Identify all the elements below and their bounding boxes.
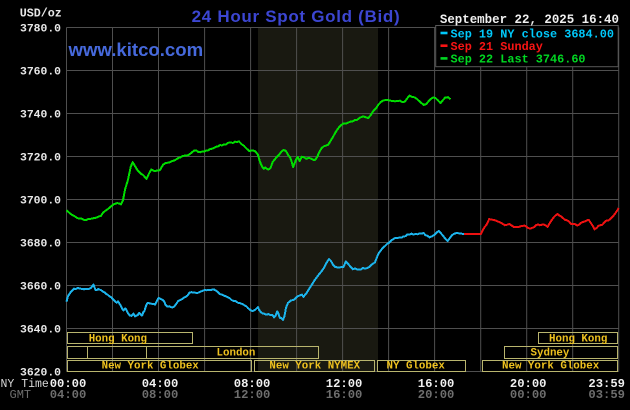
svg-text:Sydney: Sydney bbox=[531, 347, 570, 359]
svg-text:04:00: 04:00 bbox=[50, 388, 87, 402]
svg-text:New York NYMEX: New York NYMEX bbox=[269, 361, 360, 373]
svg-text:3760.0: 3760.0 bbox=[20, 66, 61, 78]
svg-text:3660.0: 3660.0 bbox=[20, 281, 61, 293]
svg-text:16:00: 16:00 bbox=[418, 377, 455, 391]
svg-text:New York Globex: New York Globex bbox=[102, 361, 200, 373]
svg-text:3640.0: 3640.0 bbox=[20, 324, 61, 336]
svg-text:3780.0: 3780.0 bbox=[20, 23, 61, 35]
svg-text:NY Time: NY Time bbox=[1, 378, 49, 391]
svg-text:Sep 19 NY close 3684.00: Sep 19 NY close 3684.00 bbox=[451, 27, 614, 41]
svg-text:20:00: 20:00 bbox=[510, 377, 547, 391]
svg-text:September 22, 2025 16:40: September 22, 2025 16:40 bbox=[440, 13, 619, 27]
svg-text:04:00: 04:00 bbox=[142, 377, 179, 391]
svg-text:23:59: 23:59 bbox=[588, 377, 625, 391]
svg-text:12:00: 12:00 bbox=[326, 377, 363, 391]
svg-text:Sep 21 Sunday: Sep 21 Sunday bbox=[451, 40, 543, 54]
svg-text:3700.0: 3700.0 bbox=[20, 195, 61, 207]
svg-text:NY Globex: NY Globex bbox=[387, 361, 446, 373]
svg-text:08:00: 08:00 bbox=[234, 377, 271, 391]
svg-text:USD/oz: USD/oz bbox=[20, 7, 62, 21]
svg-text:03:59: 03:59 bbox=[588, 388, 625, 402]
svg-text:Hong Kong: Hong Kong bbox=[549, 333, 607, 345]
svg-text:16:00: 16:00 bbox=[326, 388, 363, 402]
svg-text:00:00: 00:00 bbox=[510, 388, 547, 402]
svg-text:3620.0: 3620.0 bbox=[20, 367, 61, 379]
svg-text:00:00: 00:00 bbox=[50, 377, 87, 391]
svg-text:Hong Kong: Hong Kong bbox=[89, 333, 147, 345]
svg-text:24 Hour Spot Gold (Bid): 24 Hour Spot Gold (Bid) bbox=[192, 7, 401, 26]
svg-text:08:00: 08:00 bbox=[142, 388, 179, 402]
svg-text:12:00: 12:00 bbox=[234, 388, 271, 402]
svg-text:20:00: 20:00 bbox=[418, 388, 455, 402]
svg-text:Sep 22 Last 3746.60: Sep 22 Last 3746.60 bbox=[451, 53, 586, 67]
svg-text:3720.0: 3720.0 bbox=[20, 152, 61, 164]
svg-text:3680.0: 3680.0 bbox=[20, 238, 61, 250]
svg-text:www.kitco.com: www.kitco.com bbox=[68, 39, 204, 60]
svg-text:New York Globex: New York Globex bbox=[502, 361, 600, 373]
svg-text:GMT: GMT bbox=[10, 388, 32, 402]
svg-text:London: London bbox=[217, 347, 256, 359]
svg-text:3740.0: 3740.0 bbox=[20, 109, 61, 121]
